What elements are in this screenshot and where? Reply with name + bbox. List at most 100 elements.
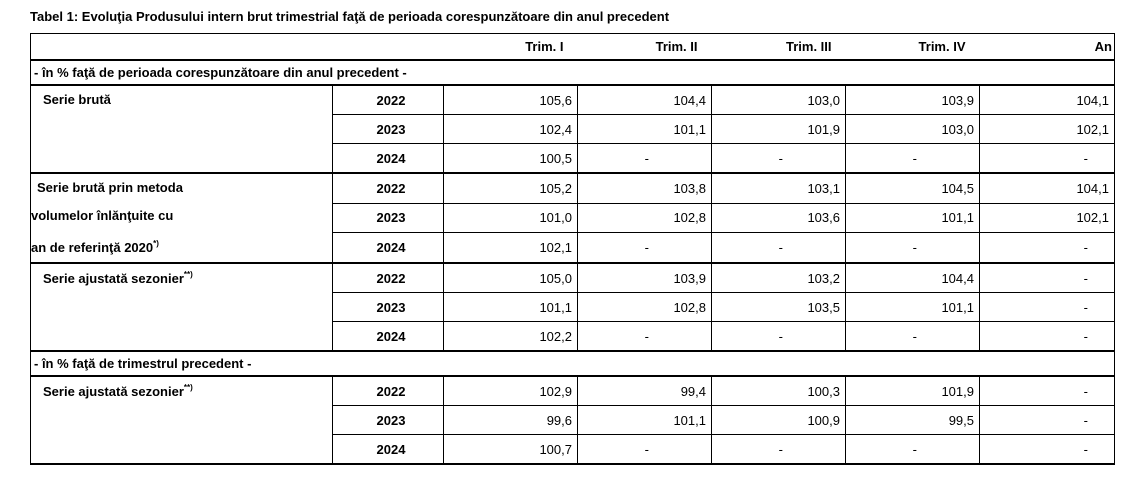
value-cell: 101,1 — [577, 405, 712, 435]
table-title: Tabel 1: Evoluţia Produsului intern brut… — [30, 9, 670, 24]
value-cell: 103,9 — [577, 262, 712, 293]
value-cell: 101,9 — [845, 376, 980, 406]
value-cell: 102,8 — [577, 203, 712, 234]
value-cell: 101,1 — [845, 203, 980, 234]
value-cell: - — [979, 376, 1115, 406]
year-cell: 2022 — [332, 85, 444, 115]
value-cell: - — [979, 405, 1115, 435]
value-cell: 105,6 — [443, 85, 578, 115]
value-cell: - — [577, 434, 712, 464]
year-cell: 2022 — [332, 262, 444, 293]
table-row: 2024 102,2- - - - — [31, 321, 1115, 351]
value-cell: 99,5 — [845, 405, 980, 435]
year-cell: 2022 — [332, 376, 444, 406]
year-cell: 2023 — [332, 292, 444, 322]
value-cell: 99,4 — [577, 376, 712, 406]
value-cell: 102,2 — [443, 321, 578, 351]
header-blank — [30, 33, 444, 60]
year-cell: 2024 — [332, 321, 444, 351]
column-header: Trim. IV — [918, 39, 966, 54]
series-label-line: volumelor înlănţuite cu — [31, 208, 174, 223]
value-cell: 103,2 — [711, 262, 846, 293]
series-label: Serie ajustată sezonier**) — [30, 376, 333, 464]
year-cell: 2024 — [332, 143, 444, 173]
series-label-line: Serie brută prin metoda — [37, 180, 183, 195]
value-cell: 102,8 — [577, 292, 712, 322]
value-cell: 101,1 — [845, 292, 980, 322]
series-label-text: Serie ajustată sezonier — [43, 384, 184, 399]
value-cell: - — [577, 232, 712, 263]
column-header: An — [979, 33, 1115, 60]
value-cell: 102,4 — [443, 114, 578, 144]
footnote-marker: **) — [183, 270, 193, 279]
value-cell: 104,4 — [845, 262, 980, 293]
section-heading: - în % faţă de perioada corespunzătoare … — [30, 60, 1115, 85]
value-cell: - — [711, 232, 846, 263]
table-row: 2024 100,7- - - - — [30, 434, 1115, 464]
table-row: Serie brută prin metoda volumelor înlănţu… — [30, 171, 1115, 263]
value-cell: 105,2 — [443, 171, 578, 204]
value-cell: 103,0 — [711, 85, 846, 115]
value-cell: 103,0 — [845, 114, 980, 144]
value-cell: 102,1 — [979, 203, 1115, 234]
year-cell: 2023 — [332, 405, 444, 435]
table-row: Serie ajustată sezonier**) 2022 102,9 99,4 1… — [30, 376, 1115, 464]
value-cell: - — [979, 321, 1115, 351]
footnote-marker: *) — [153, 239, 159, 248]
series-label: Serie brută — [30, 85, 333, 173]
value-cell: - — [845, 321, 980, 351]
table-row: 2024 100,5- - - - — [31, 143, 1115, 173]
value-cell: - — [979, 143, 1115, 173]
value-cell: 100,9 — [711, 405, 846, 435]
footnote-marker: **) — [183, 383, 193, 392]
value-cell: 103,5 — [711, 292, 846, 322]
value-cell: - — [979, 262, 1115, 293]
value-cell: 104,4 — [577, 85, 712, 115]
year-cell: 2022 — [332, 171, 444, 204]
table-row: 2024 102,1- - - - — [31, 232, 1115, 263]
year-cell: 2024 — [332, 232, 444, 263]
value-cell: 103,8 — [577, 171, 712, 204]
value-cell: 104,1 — [979, 85, 1115, 115]
header-row: Trim. I Trim. II Trim. III Trim. IV An — [30, 33, 1115, 60]
table-row: 2023 101,1 102,8 103,5 101,1- — [31, 292, 1115, 322]
value-cell: 101,1 — [443, 292, 578, 322]
value-cell: - — [979, 292, 1115, 322]
value-cell: 102,1 — [443, 232, 578, 263]
value-cell: - — [845, 232, 980, 263]
column-header: Trim. III — [785, 39, 832, 54]
value-cell: - — [845, 143, 980, 173]
value-cell: - — [711, 321, 846, 351]
value-cell: 105,0 — [443, 262, 578, 293]
value-cell: 102,1 — [979, 114, 1115, 144]
series-label: Serie brută prin metoda volumelor înlănţu… — [30, 172, 333, 263]
value-cell: - — [711, 434, 846, 464]
value-cell: 103,1 — [711, 171, 846, 204]
value-cell: 104,5 — [845, 171, 980, 204]
section-heading-row: - în % faţă de trimestrul precedent - — [30, 351, 1115, 376]
value-cell: - — [979, 232, 1115, 263]
year-cell: 2024 — [332, 434, 444, 464]
series-label-text: Serie brută — [43, 92, 111, 107]
table-row: Serie ajustată sezonier**) 2022 105,0 103,9… — [30, 262, 1115, 351]
value-cell: 99,6 — [443, 405, 578, 435]
value-cell: 101,0 — [443, 203, 578, 234]
value-cell: - — [845, 434, 980, 464]
table-row: 2023 102,4 101,1 101,9 103,0 102,1 — [31, 114, 1115, 144]
column-header: Trim. II — [655, 39, 698, 54]
value-cell: - — [979, 434, 1115, 464]
value-cell: 103,9 — [845, 85, 980, 115]
year-cell: 2023 — [332, 203, 444, 234]
gdp-table: Trim. I Trim. II Trim. III Trim. IV An - în %… — [30, 33, 1115, 465]
year-cell: 2023 — [332, 114, 444, 144]
table-row: 2023 101,0 102,8 103,6 101,1 102,1 — [31, 203, 1115, 234]
table-row: 2023 99,6 101,1 100,9 99,5- — [31, 405, 1115, 435]
value-cell: - — [577, 143, 712, 173]
table-row: Serie brută 2022 105,6 104,4 103,0 103,9 104,1 — [30, 85, 1115, 173]
value-cell: 101,9 — [711, 114, 846, 144]
section-heading: - în % faţă de trimestrul precedent - — [30, 351, 1115, 376]
value-cell: 100,7 — [443, 434, 578, 464]
value-cell: 100,3 — [711, 376, 846, 406]
column-header: Trim. I — [525, 39, 564, 54]
value-cell: 100,5 — [443, 143, 578, 173]
